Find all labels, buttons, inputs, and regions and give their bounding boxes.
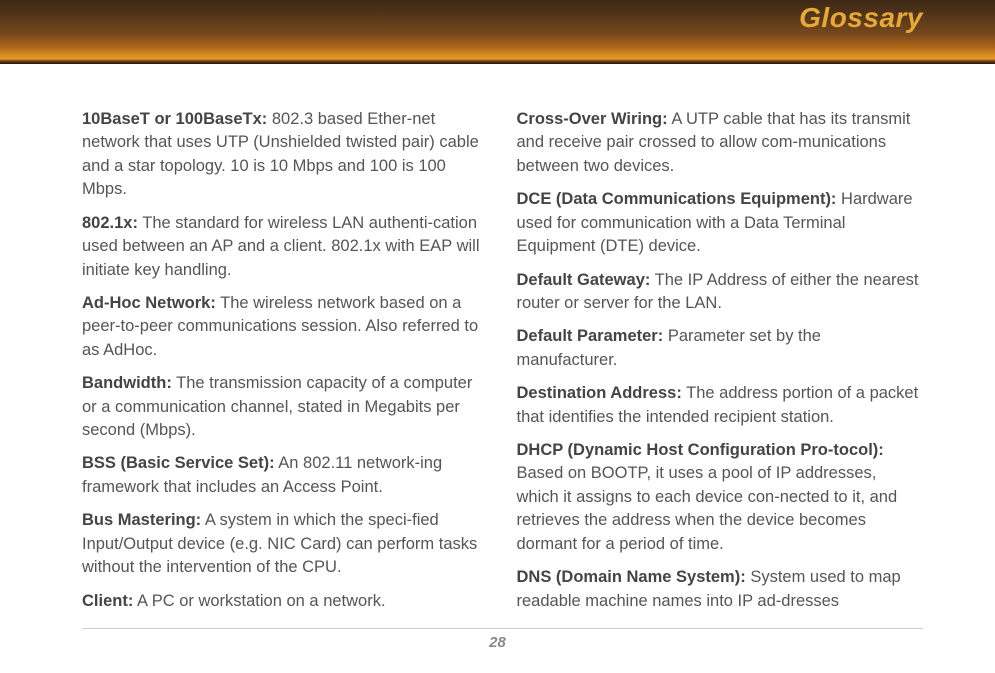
glossary-term: Cross-Over Wiring: bbox=[517, 110, 668, 128]
glossary-entry: Default Gateway: The IP Address of eithe… bbox=[517, 269, 924, 316]
glossary-term: 10BaseT or 100BaseTx: bbox=[82, 110, 267, 128]
glossary-term: Ad-Hoc Network: bbox=[82, 294, 216, 312]
page-header: Glossary bbox=[0, 0, 995, 64]
glossary-entry: 10BaseT or 100BaseTx: 802.3 based Ether-… bbox=[82, 108, 489, 202]
left-column: 10BaseT or 100BaseTx: 802.3 based Ether-… bbox=[82, 108, 489, 623]
glossary-term: 802.1x: bbox=[82, 214, 138, 232]
glossary-entry: DNS (Domain Name System): System used to… bbox=[517, 566, 924, 613]
glossary-def: A PC or workstation on a network. bbox=[133, 592, 385, 610]
glossary-entry: Default Parameter: Parameter set by the … bbox=[517, 325, 924, 372]
glossary-term: Default Parameter: bbox=[517, 327, 664, 345]
page-title: Glossary bbox=[799, 2, 923, 34]
glossary-entry: DHCP (Dynamic Host Configuration Pro-toc… bbox=[517, 439, 924, 556]
page-number: 28 bbox=[0, 634, 995, 651]
glossary-term: Bandwidth: bbox=[82, 374, 172, 392]
glossary-entry: Bandwidth: The transmission capacity of … bbox=[82, 372, 489, 442]
glossary-entry: Ad-Hoc Network: The wireless network bas… bbox=[82, 292, 489, 362]
glossary-entry: BSS (Basic Service Set): An 802.11 netwo… bbox=[82, 452, 489, 499]
glossary-term: DNS (Domain Name System): bbox=[517, 568, 746, 586]
glossary-term: Client: bbox=[82, 592, 133, 610]
glossary-def: Based on BOOTP, it uses a pool of IP add… bbox=[517, 464, 898, 552]
content-area: 10BaseT or 100BaseTx: 802.3 based Ether-… bbox=[0, 64, 995, 623]
glossary-entry: Client: A PC or workstation on a network… bbox=[82, 590, 489, 613]
glossary-term: DCE (Data Communications Equipment): bbox=[517, 190, 837, 208]
glossary-term: DHCP (Dynamic Host Configuration Pro-toc… bbox=[517, 441, 884, 459]
glossary-entry: Destination Address: The address portion… bbox=[517, 382, 924, 429]
glossary-entry: 802.1x: The standard for wireless LAN au… bbox=[82, 212, 489, 282]
footer-divider bbox=[82, 628, 923, 629]
glossary-entry: Cross-Over Wiring: A UTP cable that has … bbox=[517, 108, 924, 178]
glossary-entry: DCE (Data Communications Equipment): Har… bbox=[517, 188, 924, 258]
glossary-term: Bus Mastering: bbox=[82, 511, 201, 529]
glossary-def: The standard for wireless LAN authenti-c… bbox=[82, 214, 479, 279]
right-column: Cross-Over Wiring: A UTP cable that has … bbox=[517, 108, 924, 623]
glossary-term: BSS (Basic Service Set): bbox=[82, 454, 275, 472]
glossary-term: Destination Address: bbox=[517, 384, 682, 402]
glossary-entry: Bus Mastering: A system in which the spe… bbox=[82, 509, 489, 579]
glossary-term: Default Gateway: bbox=[517, 271, 651, 289]
